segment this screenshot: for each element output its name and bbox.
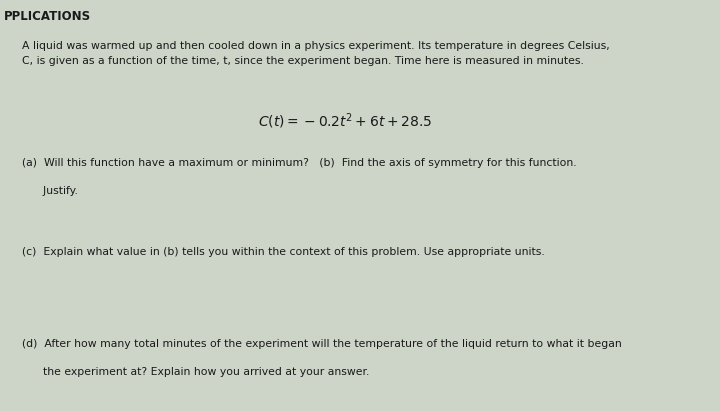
Text: (c)  Explain what value in (b) tells you within the context of this problem. Use: (c) Explain what value in (b) tells you … — [22, 247, 544, 256]
Text: (d)  After how many total minutes of the experiment will the temperature of the : (d) After how many total minutes of the … — [22, 339, 621, 349]
Text: Justify.: Justify. — [22, 186, 78, 196]
Text: the experiment at? Explain how you arrived at your answer.: the experiment at? Explain how you arriv… — [22, 367, 369, 377]
Text: PPLICATIONS: PPLICATIONS — [4, 10, 91, 23]
Text: A liquid was warmed up and then cooled down in a physics experiment. Its tempera: A liquid was warmed up and then cooled d… — [22, 41, 609, 65]
Text: (a)  Will this function have a maximum or minimum?   (b)  Find the axis of symme: (a) Will this function have a maximum or… — [22, 158, 576, 168]
Text: $C(t)=-0.2t^{2}+6t+28.5$: $C(t)=-0.2t^{2}+6t+28.5$ — [258, 111, 433, 131]
